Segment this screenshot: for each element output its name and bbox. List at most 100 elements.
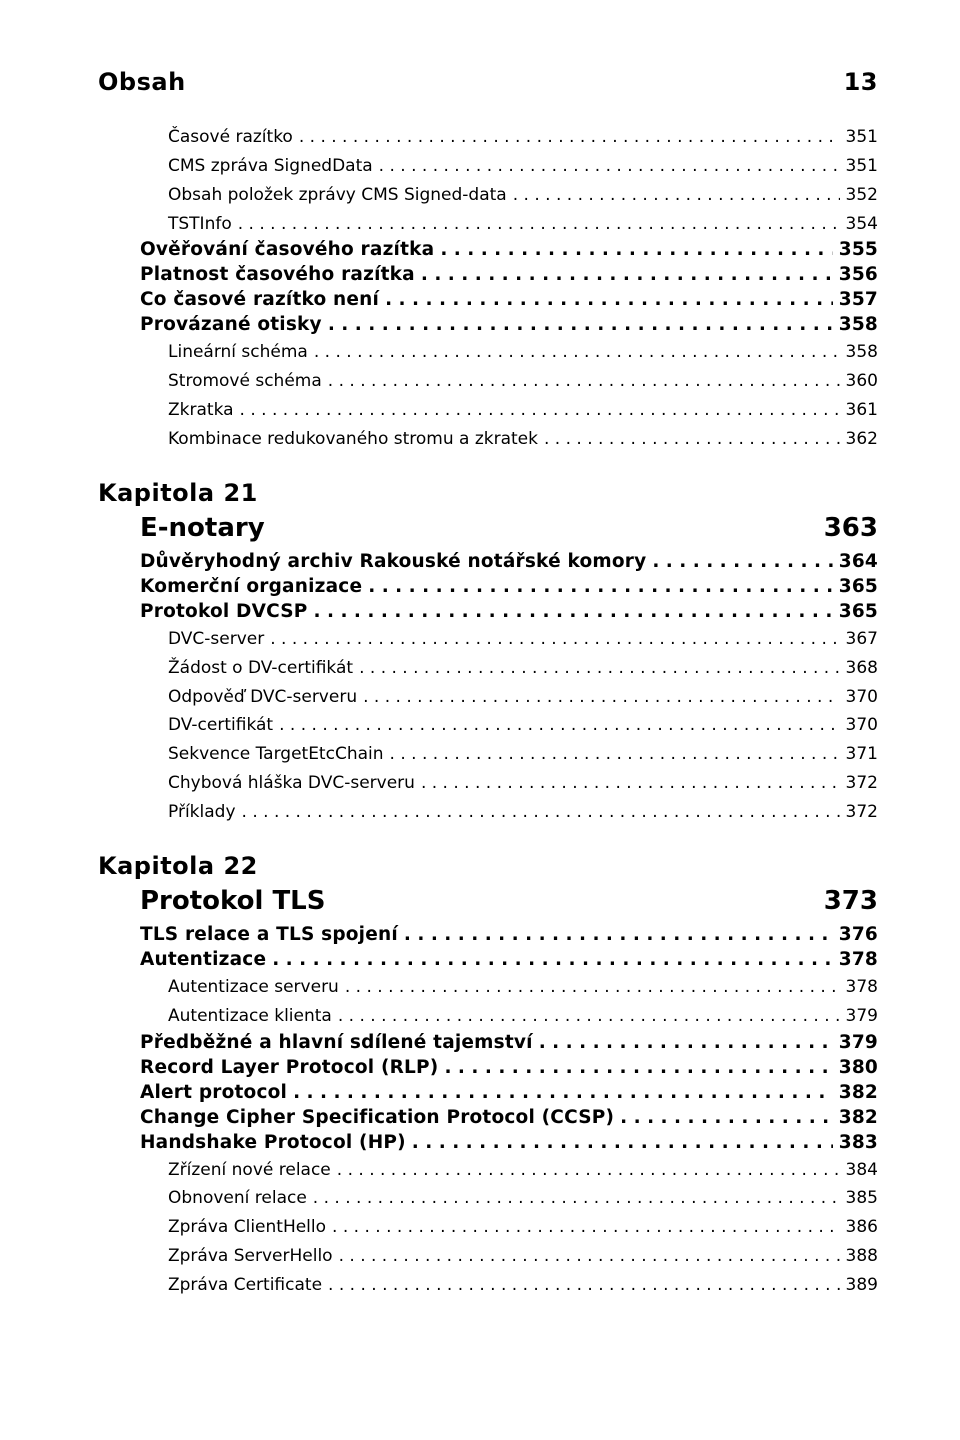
toc-entry-label: Ověřování časového razítka [140, 239, 434, 260]
toc-leader-dots [544, 426, 840, 453]
toc-entry: DVC-server 367 [168, 626, 878, 653]
toc-entry: Obsah položek zprávy CMS Signed-data352 [168, 182, 878, 209]
toc-entry-page: 379 [846, 1003, 878, 1030]
toc-leader-dots [385, 289, 833, 310]
toc-entry-label: Důvěryhodný archiv Rakouské notářské kom… [140, 551, 646, 572]
chapter-title: Protokol TLS [140, 886, 325, 916]
toc-entry: Příklady 372 [168, 799, 878, 826]
toc-entry-page: 358 [846, 339, 878, 366]
chapter-label: Kapitola 22 [98, 852, 878, 880]
toc-entry-label: Alert protocol [140, 1082, 287, 1103]
toc-leader-dots [240, 397, 840, 424]
toc-leader-dots [328, 314, 833, 335]
toc-entry-page: 378 [839, 949, 878, 970]
toc-entry-page: 358 [839, 314, 878, 335]
toc-entry-page: 383 [839, 1132, 878, 1153]
chapter-title-row: E-notary 363 [140, 513, 878, 543]
toc-entry-label: DV-certifikát [168, 712, 273, 739]
toc-leader-dots [293, 1082, 833, 1103]
toc-leader-dots [513, 182, 840, 209]
toc-block-pre-chapter: Časové razítko 351 CMS zpráva SignedData 35… [98, 124, 878, 453]
toc-entry-label: Časové razítko [168, 124, 293, 151]
toc-entry: DV-certifikát 370 [168, 712, 878, 739]
toc-entry-label: Record Layer Protocol (RLP) [140, 1057, 438, 1078]
toc-entry: Časové razítko 351 [168, 124, 878, 151]
toc-entry-label: Platnost časového razítka [140, 264, 415, 285]
toc-entry-label: CMS zpráva SignedData [168, 153, 373, 180]
toc-entry-label: Co časové razítko není [140, 289, 379, 310]
toc-entry: Record Layer Protocol (RLP) 380 [140, 1057, 878, 1078]
toc-entry-page: 361 [846, 397, 878, 424]
toc-leader-dots [368, 576, 833, 597]
toc-entry-label: DVC-server [168, 626, 264, 653]
toc-leader-dots [272, 949, 833, 970]
toc-leader-dots [332, 1214, 840, 1241]
toc-entry: Zpráva Certificate389 [168, 1272, 878, 1299]
toc-entry-page: 360 [846, 368, 878, 395]
chapter-page: 373 [824, 886, 878, 916]
toc-leader-dots [412, 1132, 833, 1153]
toc-entry-page: 356 [839, 264, 878, 285]
toc-leader-dots [363, 684, 839, 711]
toc-entry-page: 351 [846, 153, 878, 180]
toc-entry-page: 376 [839, 924, 878, 945]
toc-entry: Sekvence TargetEtcChain371 [168, 741, 878, 768]
page: Obsah 13 Časové razítko351CMS zpráva Sig… [0, 0, 960, 1440]
chapter-21: Kapitola 21 E-notary 363 Důvěryhodný arc… [98, 479, 878, 826]
toc-leader-dots [421, 770, 840, 797]
toc-entry-page: 357 [839, 289, 878, 310]
toc-entry-page: 364 [839, 551, 878, 572]
toc-entry-label: TSTInfo [168, 211, 232, 238]
toc-entry-page: 389 [846, 1272, 878, 1299]
toc-entry-label: Zkratka [168, 397, 234, 424]
toc-entry-label: Chybová hláška DVC-serveru [168, 770, 415, 797]
chapter-22-toc: TLS relace a TLS spojení 376 Autentizace 37… [98, 924, 878, 1299]
header-left: Obsah [98, 68, 186, 96]
toc-entry-label: Autentizace klienta [168, 1003, 332, 1030]
toc-entry: Komerční organizace365 [140, 576, 878, 597]
toc-entry: Zpráva ClientHello 386 [168, 1214, 878, 1241]
toc-leader-dots [390, 741, 840, 768]
toc-entry: Důvěryhodný archiv Rakouské notářské kom… [140, 551, 878, 572]
toc-entry-page: 380 [839, 1057, 878, 1078]
toc-entry-label: TLS relace a TLS spojení [140, 924, 398, 945]
toc-leader-dots [539, 1032, 833, 1053]
running-header: Obsah 13 [98, 68, 878, 96]
toc-entry-page: 378 [846, 974, 878, 1001]
toc-leader-dots [270, 626, 839, 653]
toc-entry-label: Zpráva ClientHello [168, 1214, 326, 1241]
toc-entry: Ověřování časového razítka355 [140, 239, 878, 260]
toc-leader-dots [404, 924, 833, 945]
toc-entry-page: 367 [846, 626, 878, 653]
toc-leader-dots [338, 1003, 840, 1030]
toc-entry-label: Předběžné a hlavní sdílené tajemství [140, 1032, 533, 1053]
toc-entry-page: 382 [839, 1107, 878, 1128]
toc-entry: Zřízení nové relace384 [168, 1157, 878, 1184]
toc-entry-label: Žádost o DV-certifikát [168, 655, 353, 682]
toc-entry-page: 385 [846, 1185, 878, 1212]
toc-entry-page: 351 [846, 124, 878, 151]
toc-leader-dots [313, 1185, 840, 1212]
toc-entry: Provázané otisky358 [140, 314, 878, 335]
toc-entry: Lineární schéma358 [168, 339, 878, 366]
header-page-number: 13 [844, 68, 878, 96]
toc-entry: CMS zpráva SignedData 351 [168, 153, 878, 180]
toc-entry: Protokol DVCSP365 [140, 601, 878, 622]
toc-leader-dots [620, 1107, 833, 1128]
toc-leader-dots [345, 974, 840, 1001]
toc-entry: Žádost o DV-certifikát368 [168, 655, 878, 682]
toc-leader-dots [242, 799, 840, 826]
toc-leader-dots [238, 211, 840, 238]
toc-entry-label: Příklady [168, 799, 236, 826]
toc-entry: Obnovení relace385 [168, 1185, 878, 1212]
toc-leader-dots [314, 339, 840, 366]
toc-entry-page: 372 [846, 799, 878, 826]
toc-entry-label: Stromové schéma [168, 368, 322, 395]
toc-entry-label: Autentizace [140, 949, 266, 970]
toc-entry: Předběžné a hlavní sdílené tajemství379 [140, 1032, 878, 1053]
toc-leader-dots [328, 1272, 840, 1299]
toc-entry-page: 370 [846, 712, 878, 739]
toc-entry: Odpověď DVC-serveru370 [168, 684, 878, 711]
toc-entry: Autentizace 378 [140, 949, 878, 970]
toc-entry-page: 386 [846, 1214, 878, 1241]
